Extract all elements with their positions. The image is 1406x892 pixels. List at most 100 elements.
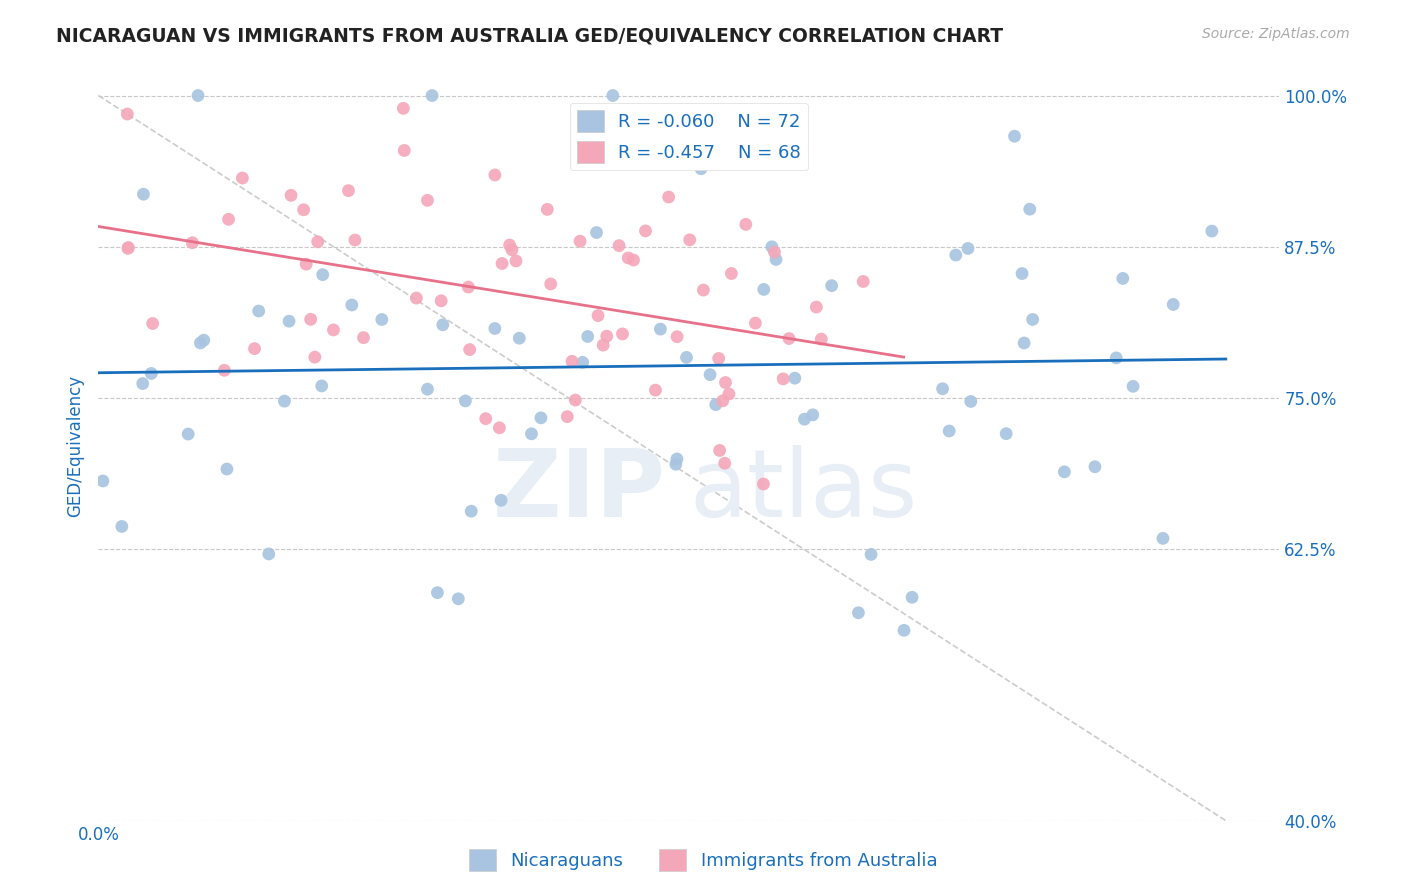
Point xyxy=(707,351,730,366)
Point xyxy=(311,379,333,393)
Point xyxy=(585,226,607,240)
Point xyxy=(1012,336,1035,351)
Point xyxy=(1201,224,1223,238)
Point xyxy=(231,171,253,186)
Point xyxy=(292,202,315,217)
Point xyxy=(131,376,153,391)
Point xyxy=(430,293,453,308)
Point xyxy=(848,606,870,620)
Point xyxy=(763,245,786,260)
Point xyxy=(1122,379,1144,393)
Point xyxy=(190,335,212,350)
Point xyxy=(530,410,553,425)
Point xyxy=(690,161,713,176)
Y-axis label: GED/Equivalency: GED/Equivalency xyxy=(66,375,84,517)
Point xyxy=(142,317,165,331)
Point xyxy=(215,462,238,476)
Point xyxy=(810,332,832,346)
Point xyxy=(181,235,204,250)
Point xyxy=(420,88,443,103)
Point xyxy=(714,376,737,390)
Point xyxy=(704,398,727,412)
Point xyxy=(132,187,155,202)
Point xyxy=(307,235,329,249)
Point xyxy=(1105,351,1128,365)
Point xyxy=(778,153,800,167)
Legend: Nicaraguans, Immigrants from Australia: Nicaraguans, Immigrants from Australia xyxy=(461,842,945,879)
Point xyxy=(117,241,139,255)
Point xyxy=(692,283,714,297)
Point xyxy=(1021,312,1043,326)
Point xyxy=(945,248,967,262)
Point xyxy=(1053,465,1076,479)
Point xyxy=(458,343,481,357)
Point xyxy=(177,427,200,442)
Point xyxy=(508,331,530,345)
Point xyxy=(602,88,624,103)
Point xyxy=(901,591,924,605)
Point xyxy=(679,233,702,247)
Point xyxy=(498,238,520,252)
Point xyxy=(806,300,828,314)
Point xyxy=(460,504,482,518)
Point xyxy=(860,548,883,562)
Point xyxy=(571,355,593,369)
Point xyxy=(959,394,981,409)
Point xyxy=(783,371,806,385)
Point xyxy=(343,233,366,247)
Point xyxy=(1152,532,1174,546)
Point xyxy=(675,351,697,365)
Point xyxy=(312,268,335,282)
Point xyxy=(744,316,766,330)
Point xyxy=(491,256,513,270)
Point xyxy=(644,383,666,397)
Point xyxy=(699,368,721,382)
Point xyxy=(454,393,477,408)
Point xyxy=(666,329,689,343)
Point xyxy=(337,184,360,198)
Point xyxy=(634,224,657,238)
Point xyxy=(778,332,800,346)
Point xyxy=(658,190,681,204)
Text: ZIP: ZIP xyxy=(492,445,665,537)
Point xyxy=(214,363,236,377)
Point xyxy=(612,326,634,341)
Point xyxy=(474,411,496,425)
Point xyxy=(304,350,326,364)
Point xyxy=(720,267,742,281)
Point xyxy=(995,426,1018,441)
Point xyxy=(665,452,688,467)
Point xyxy=(1161,297,1184,311)
Point xyxy=(484,321,506,335)
Point xyxy=(564,392,586,407)
Point xyxy=(405,291,427,305)
Point xyxy=(371,312,394,326)
Point xyxy=(540,277,562,291)
Point xyxy=(1004,129,1026,144)
Point xyxy=(801,408,824,422)
Point xyxy=(141,367,163,381)
Point xyxy=(596,329,619,343)
Point xyxy=(536,202,558,217)
Point xyxy=(416,382,439,396)
Point xyxy=(193,333,215,347)
Point xyxy=(392,101,415,115)
Point xyxy=(650,322,672,336)
Point xyxy=(569,234,592,248)
Point xyxy=(607,238,630,252)
Point xyxy=(257,547,280,561)
Point xyxy=(561,354,583,368)
Point xyxy=(1011,267,1033,281)
Point xyxy=(821,278,844,293)
Point xyxy=(592,338,614,352)
Point xyxy=(576,329,599,343)
Point xyxy=(218,212,240,227)
Point xyxy=(484,168,506,182)
Point xyxy=(501,243,523,257)
Point xyxy=(273,394,295,409)
Point xyxy=(1018,202,1040,217)
Point xyxy=(956,242,979,256)
Point xyxy=(299,312,322,326)
Point xyxy=(457,280,479,294)
Point xyxy=(505,254,527,268)
